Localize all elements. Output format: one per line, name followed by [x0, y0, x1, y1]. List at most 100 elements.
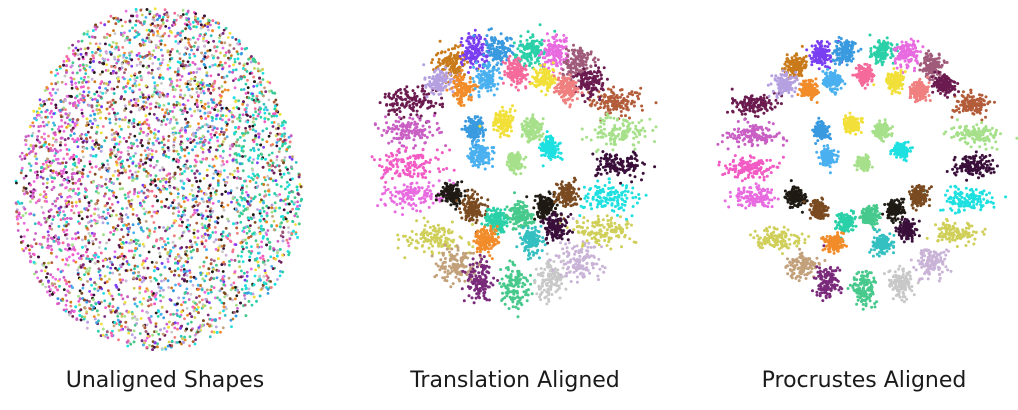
landmark-point [85, 195, 89, 199]
landmark-point [220, 63, 224, 67]
landmark-point [146, 299, 150, 302]
landmark-point [142, 131, 145, 134]
landmark-point [51, 237, 54, 241]
landmark-point [111, 271, 115, 275]
landmark-point [242, 226, 246, 230]
landmark-point [54, 82, 58, 86]
landmark-point [152, 49, 156, 52]
landmark-point [201, 150, 205, 154]
landmark-point [249, 60, 253, 64]
landmark-point [132, 271, 135, 275]
landmark-point [161, 77, 165, 80]
landmark-point [189, 45, 193, 49]
landmark-point [182, 296, 186, 300]
landmark-point [175, 149, 179, 153]
landmark-point [41, 120, 45, 124]
landmark-point [258, 200, 262, 204]
landmark-point [162, 137, 166, 141]
landmark-point [218, 93, 222, 97]
landmark-point [78, 289, 82, 293]
landmark-point [280, 175, 284, 179]
landmark-point [213, 220, 217, 224]
landmark-point [191, 283, 195, 287]
landmark-point [49, 149, 53, 152]
landmark-point [50, 188, 54, 192]
landmark-point [249, 115, 252, 118]
landmark-point [166, 63, 170, 67]
landmark-point [66, 195, 69, 199]
landmark-point [108, 260, 112, 264]
landmark-point [186, 313, 189, 317]
landmark-point [168, 53, 172, 57]
landmark-point [236, 57, 240, 61]
landmark-point [88, 234, 92, 238]
landmark-point [57, 207, 61, 210]
landmark-point [236, 166, 240, 170]
landmark-point [39, 175, 43, 179]
landmark-point [83, 47, 87, 51]
landmark-point [118, 187, 122, 191]
landmark-point [157, 310, 161, 313]
landmark-point [123, 77, 126, 81]
landmark-point [140, 189, 144, 193]
landmark-point [221, 46, 225, 50]
landmark-point [220, 127, 224, 130]
landmark-point [182, 200, 186, 204]
landmark-point [153, 227, 157, 230]
landmark-point [262, 102, 266, 106]
landmark-point [206, 215, 210, 219]
landmark-point [138, 121, 141, 124]
landmark-point [122, 53, 126, 57]
landmark-point [298, 183, 302, 186]
landmark-point [41, 169, 45, 173]
landmark-point [86, 248, 89, 251]
landmark-point [254, 117, 258, 121]
landmark-point [195, 243, 199, 246]
landmark-point [198, 300, 202, 304]
landmark-point [59, 218, 63, 222]
landmark-point [190, 48, 194, 52]
landmark-point [232, 222, 235, 226]
landmark-point [177, 274, 181, 277]
landmark-point [79, 318, 83, 322]
landmark-point [220, 277, 224, 281]
landmark-point [204, 297, 208, 301]
landmark-point [182, 273, 186, 277]
landmark-point [266, 80, 270, 84]
landmark-point [93, 218, 96, 222]
landmark-point [130, 122, 134, 125]
landmark-point [245, 291, 249, 295]
landmark-point [142, 259, 145, 263]
landmark-point [37, 129, 41, 133]
landmark-point [91, 29, 95, 32]
landmark-point [56, 213, 60, 217]
landmark-point [179, 88, 183, 92]
landmark-point [97, 191, 100, 195]
landmark-point [266, 292, 270, 295]
landmark-point [210, 53, 214, 57]
landmark-point [137, 191, 141, 195]
landmark-point [21, 189, 25, 193]
landmark-point [223, 295, 227, 299]
landmark-point [71, 117, 75, 121]
landmark-point [279, 234, 283, 238]
landmark-point [115, 153, 118, 157]
landmark-point [211, 100, 215, 104]
landmark-point [151, 62, 155, 65]
landmark-point [223, 292, 227, 296]
landmark-point [105, 280, 109, 284]
landmark-point [96, 207, 99, 211]
landmark-point [212, 39, 216, 43]
landmark-point [138, 54, 142, 58]
landmark-point [216, 181, 220, 185]
landmark-point [221, 118, 224, 122]
landmark-point [170, 270, 173, 273]
landmark-point [180, 246, 184, 249]
landmark-point [207, 105, 211, 108]
landmark-point [158, 62, 162, 65]
landmark-point [33, 117, 36, 120]
landmark-point [66, 124, 70, 128]
landmark-point [230, 143, 234, 147]
landmark-point [138, 287, 142, 290]
landmark-point [228, 31, 232, 35]
